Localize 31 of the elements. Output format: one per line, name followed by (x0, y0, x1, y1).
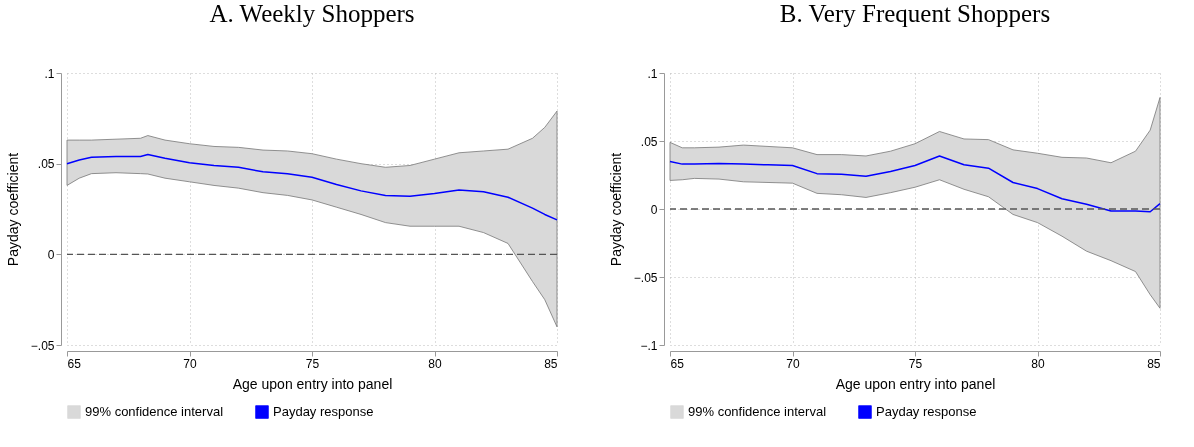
x-tick-label: 75 (908, 356, 923, 371)
x-tick-label: 85 (544, 356, 558, 371)
x-tick-label: 65 (670, 356, 685, 371)
line-series (669, 155, 1161, 213)
y-tick-label: .1 (44, 66, 55, 81)
y-tick-label: −.1 (640, 338, 658, 353)
chart-title: B. Very Frequent Shoppers (779, 0, 1051, 27)
y-tick-label: −.05 (633, 270, 658, 285)
y-tick-label: .05 (640, 134, 658, 149)
y-axis-title: Payday coefficient (4, 152, 21, 267)
x-tick-label: 80 (1031, 356, 1045, 371)
line-series (66, 153, 558, 221)
chart-title: A. Weekly Shoppers (209, 0, 415, 27)
x-axis-title: Age upon entry into panel (232, 375, 393, 392)
y-tick-label: .1 (647, 66, 658, 81)
y-tick-label: −.05 (30, 338, 55, 353)
legend-label: Payday response (273, 404, 374, 420)
y-tick-label: .05 (37, 157, 55, 172)
x-tick-label: 80 (428, 356, 442, 371)
x-tick-label: 85 (1147, 356, 1161, 371)
y-axis-title: Payday coefficient (607, 152, 624, 267)
legend-label: Payday response (876, 404, 977, 420)
text: 99% confidence interval (85, 404, 224, 420)
y-tick-label: 0 (650, 202, 658, 217)
x-tick-label: 75 (305, 356, 320, 371)
x-axis-title: Age upon entry into panel (835, 375, 996, 392)
x-tick-label: 70 (183, 356, 197, 371)
x-tick-label: 70 (786, 356, 800, 371)
text: 99% confidence interval (688, 404, 827, 420)
x-tick-label: 65 (67, 356, 82, 371)
y-tick-label: 0 (47, 247, 55, 262)
